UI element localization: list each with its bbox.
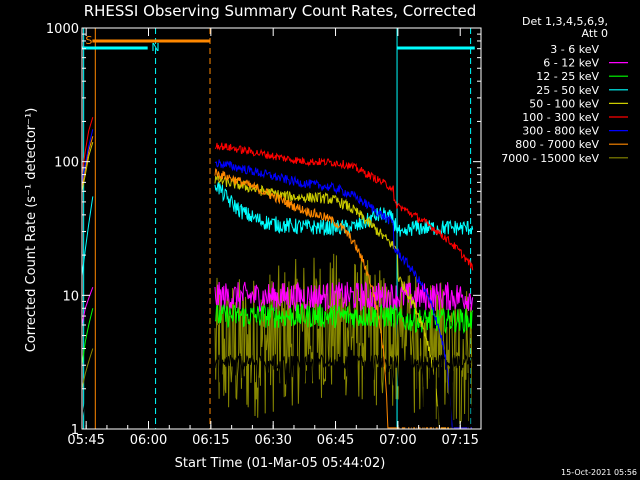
legend-label: 3 - 6 keV (550, 43, 599, 56)
x-tick-label: 05:45 (67, 433, 104, 448)
x-tick-label: 06:45 (317, 433, 354, 448)
plot-area: SN (81, 28, 475, 429)
y-axis-label: Corrected Count Rate (s⁻¹ detector⁻¹) (24, 108, 39, 353)
series-12-25-kev (81, 303, 474, 366)
y-tick-label: 1 (71, 423, 79, 438)
x-tick-label: 06:00 (130, 433, 167, 448)
x-axis: 05:45 06:00 06:15 06:30 06:45 07:00 07:15 (67, 28, 482, 448)
saa-flag-label: S (85, 34, 92, 47)
series-3-6-kev (81, 354, 473, 419)
legend-header: Att 0 (582, 27, 608, 40)
x-tick-label: 07:00 (379, 433, 416, 448)
legend-label: 6 - 12 keV (543, 57, 599, 70)
series-line-pre (81, 196, 94, 276)
series-line-pre (81, 308, 94, 366)
series-line-pre (81, 117, 94, 175)
y-tick-label: 100 (54, 156, 79, 171)
y-axis: 1 10 100 1000 (46, 22, 481, 438)
series-line-pre (81, 141, 94, 192)
series-100-300-kev (81, 117, 474, 271)
footer-timestamp: 15-Oct-2021 05:56 (561, 468, 637, 477)
series-line (214, 159, 473, 429)
series-7000-15000-kev (81, 253, 474, 425)
x-tick-label: 06:30 (254, 433, 291, 448)
night-flag-label: N (151, 41, 159, 54)
plot-frame (81, 27, 482, 430)
x-axis-label: Start Time (01-Mar-05 05:44:02) (175, 456, 386, 471)
series-line (214, 168, 473, 429)
y-tick-label: 1000 (46, 22, 79, 37)
series-3-6-kev-dropouts (399, 354, 474, 429)
legend-label: 50 - 100 keV (529, 97, 599, 110)
series-line-pre (81, 348, 94, 389)
series-line (214, 142, 474, 271)
legend-header: Det 1,3,4,5,6,9, (522, 15, 608, 28)
x-tick-label: 07:15 (441, 433, 478, 448)
y-tick-label: 10 (62, 289, 79, 304)
series-line (214, 303, 474, 334)
series-line (214, 354, 473, 389)
series-300-800-kev (81, 129, 473, 429)
series-800-7000-kev (81, 136, 473, 429)
legend-label: 12 - 25 keV (536, 70, 599, 83)
legend-label: 100 - 300 keV (522, 111, 599, 124)
series-line (214, 281, 474, 312)
series-line-pre (81, 364, 94, 419)
legend-label: 7000 - 15000 keV (501, 152, 599, 165)
series-line (214, 253, 474, 425)
x-tick-label: 06:15 (192, 433, 229, 448)
legend-label: 300 - 800 keV (522, 125, 599, 138)
series-6-12-kev (81, 281, 474, 326)
legend-label: 25 - 50 keV (536, 84, 599, 97)
series-line-pre (81, 136, 94, 187)
legend-label: 800 - 7000 keV (515, 138, 599, 151)
chart-title: RHESSI Observing Summary Count Rates, Co… (84, 2, 477, 20)
series-line-pre (81, 287, 94, 326)
series-line-pre (81, 129, 94, 183)
